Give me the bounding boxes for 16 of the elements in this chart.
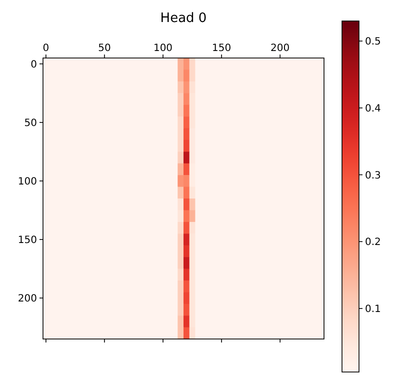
color-bar-label: 0.1 [365, 304, 381, 315]
y-tick-label: 0 [30, 59, 37, 70]
color-bar-label: 0.5 [365, 36, 381, 48]
color-bar-label: 0.2 [365, 237, 381, 248]
y-tick-label: 50 [24, 118, 37, 129]
x-tick-label: 0 [42, 43, 50, 54]
y-tick-label: 200 [18, 294, 37, 305]
y-tick-label: 100 [18, 176, 37, 188]
x-tick-label: 100 [153, 43, 173, 54]
x-tick-label: 200 [270, 43, 290, 54]
chart-title: Head 0 [160, 11, 207, 26]
x-tick-label: 50 [98, 43, 111, 54]
y-tick-label: 150 [18, 234, 37, 246]
x-tick-label: 150 [212, 43, 232, 54]
color-bar-label: 0.3 [365, 170, 381, 182]
color-bar-label: 0.4 [365, 103, 381, 114]
